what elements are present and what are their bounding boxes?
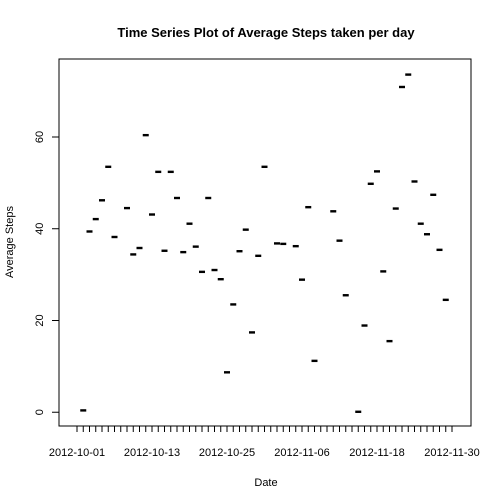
data-point [330, 210, 337, 213]
data-point [261, 165, 268, 169]
data-point [199, 270, 205, 274]
data-point [424, 233, 430, 236]
data-point [292, 244, 299, 248]
y-tick-label: 20 [34, 314, 46, 326]
y-axis: 0 20 40 60 [34, 131, 60, 415]
x-tick-label: 2012-10-25 [199, 447, 255, 459]
data-point [99, 199, 105, 202]
data-point [86, 230, 93, 233]
data-point [305, 205, 312, 209]
data-point [136, 246, 143, 250]
data-point [149, 213, 155, 216]
data-point [336, 239, 343, 242]
x-tick-label: 2012-11-06 [274, 447, 329, 459]
data-point [411, 180, 418, 183]
x-tick-label: 2012-10-01 [49, 447, 105, 459]
data-point [167, 170, 174, 174]
data-point [399, 85, 405, 89]
data-point [342, 294, 349, 297]
y-tick-label: 40 [34, 223, 46, 235]
x-axis: 2012-10-01 2012-10-13 2012-10-25 2012-11-06… [49, 425, 480, 459]
data-point [130, 253, 137, 256]
data-point [392, 207, 399, 210]
y-tick-label: 0 [34, 409, 46, 415]
x-tick-label: 2012-11-18 [349, 447, 404, 459]
data-point [374, 170, 380, 173]
data-point [442, 298, 449, 302]
data-point [161, 249, 168, 252]
data-point [205, 196, 212, 200]
data-point [142, 133, 149, 137]
data-point [211, 268, 218, 272]
data-point [361, 324, 368, 327]
x-tick-label: 2012-10-13 [124, 447, 180, 459]
data-point [155, 170, 162, 174]
x-tick-label: 2012-11-30 [424, 447, 479, 459]
x-axis-label: Date [254, 477, 277, 489]
data-point [255, 254, 262, 258]
data-point [417, 222, 424, 225]
chart-title: Time Series Plot of Average Steps taken … [117, 25, 415, 40]
data-point [280, 242, 287, 246]
data-point [436, 248, 443, 252]
data-point [230, 303, 237, 306]
data-point [180, 250, 187, 254]
data-point [111, 235, 118, 239]
data-point [236, 250, 243, 253]
data-point [80, 409, 87, 412]
data-point [386, 339, 393, 343]
data-point [367, 182, 374, 185]
plot-frame [58, 58, 472, 427]
data-points [80, 73, 449, 413]
data-point [405, 73, 412, 76]
data-point [242, 228, 249, 231]
data-point [380, 270, 387, 273]
data-point [224, 371, 230, 374]
data-point [217, 278, 224, 281]
data-point [192, 245, 199, 248]
data-point [92, 217, 99, 221]
data-point [299, 278, 305, 281]
y-axis-label: Average Steps [4, 206, 16, 278]
y-tick-label: 60 [34, 131, 46, 143]
data-point [311, 359, 318, 363]
data-point [124, 206, 130, 210]
data-point [174, 196, 180, 200]
data-point [186, 222, 193, 225]
data-point [355, 410, 362, 413]
data-point [249, 331, 255, 334]
data-point [430, 193, 437, 196]
data-point [274, 242, 280, 245]
data-point [105, 165, 112, 169]
